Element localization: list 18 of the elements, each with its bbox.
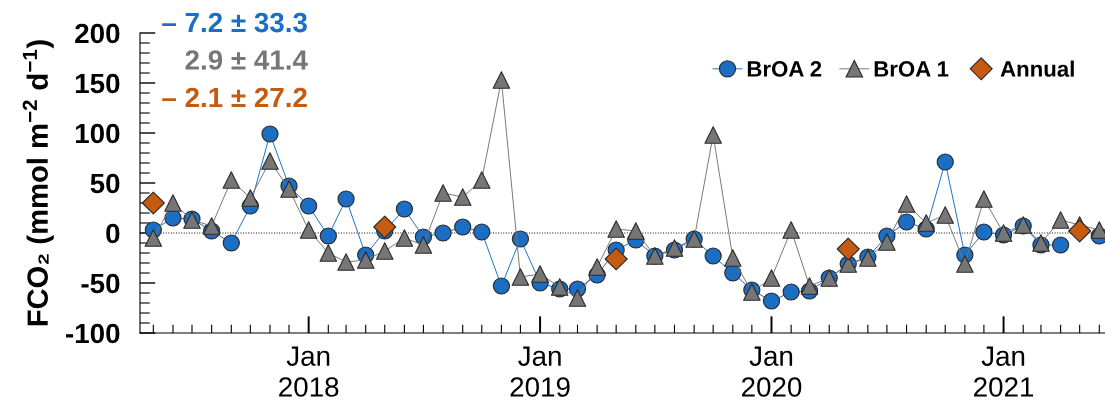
y-tick-label: 50 — [90, 173, 120, 194]
y-tick-label: -50 — [81, 273, 120, 294]
y-tick-label: -100 — [66, 323, 120, 344]
y-tick-label: 150 — [75, 73, 120, 94]
annotation: – 2.1 ± 27.2 — [162, 87, 307, 108]
y-axis-title: FCO₂ (mmol m$^{−2}$ d$^{−1}$) — [22, 40, 54, 326]
legend-label: BrOA 2 — [747, 61, 822, 77]
y-tick-label: 0 — [106, 223, 120, 244]
y-tick-label: 100 — [75, 123, 120, 144]
x-tick-label: Jan 2021 — [974, 346, 1034, 397]
x-tick-label: Jan 2019 — [510, 346, 570, 397]
legend-label: BrOA 1 — [874, 61, 949, 77]
text: – 7.2 ± 33.3 — [162, 12, 307, 33]
x-tick-label: Jan 2020 — [742, 346, 802, 397]
x-tick-label: Jan 2018 — [279, 346, 339, 397]
y-tick-label: 200 — [75, 23, 120, 44]
legend-label: Annual — [1000, 60, 1074, 77]
annotation: 2.9 ± 41.4 — [185, 50, 308, 70]
